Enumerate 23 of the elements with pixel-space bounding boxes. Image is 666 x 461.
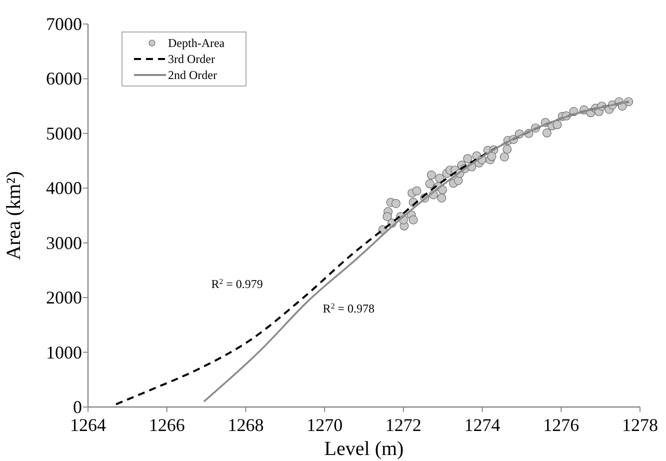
y-tick-label: 1000	[46, 342, 82, 362]
y-tick-label: 3000	[46, 232, 82, 253]
y-tick-label: 5000	[46, 123, 82, 144]
x-tick-label: 1270	[306, 415, 343, 435]
legend-label: Depth-Area	[168, 36, 226, 50]
legend-label: 3rd Order	[168, 52, 215, 66]
x-tick-label: 1274	[464, 415, 500, 435]
y-tick-label: 2000	[46, 288, 82, 308]
x-tick-label: 1272	[385, 415, 422, 435]
y-tick-label: 0	[73, 397, 82, 417]
x-tick-label: 1268	[228, 415, 264, 435]
y-axis-title: Area (km²)	[3, 171, 25, 260]
x-tick-label: 1264	[70, 415, 106, 435]
y-tick-label: 7000	[46, 14, 82, 34]
x-axis-title: Level (m)	[324, 438, 404, 460]
y-tick-label: 6000	[46, 68, 82, 89]
x-tick-label: 1276	[543, 415, 580, 435]
annotation: R$^{2}$ = 0.979	[211, 276, 263, 291]
legend-label: 2nd Order	[168, 68, 217, 82]
y-tick-label: 4000	[46, 178, 82, 198]
x-tick-label: 1266	[148, 415, 185, 435]
annotation: R$^{2}$ = 0.978	[322, 300, 375, 316]
x-tick-label: 1278	[622, 415, 658, 435]
